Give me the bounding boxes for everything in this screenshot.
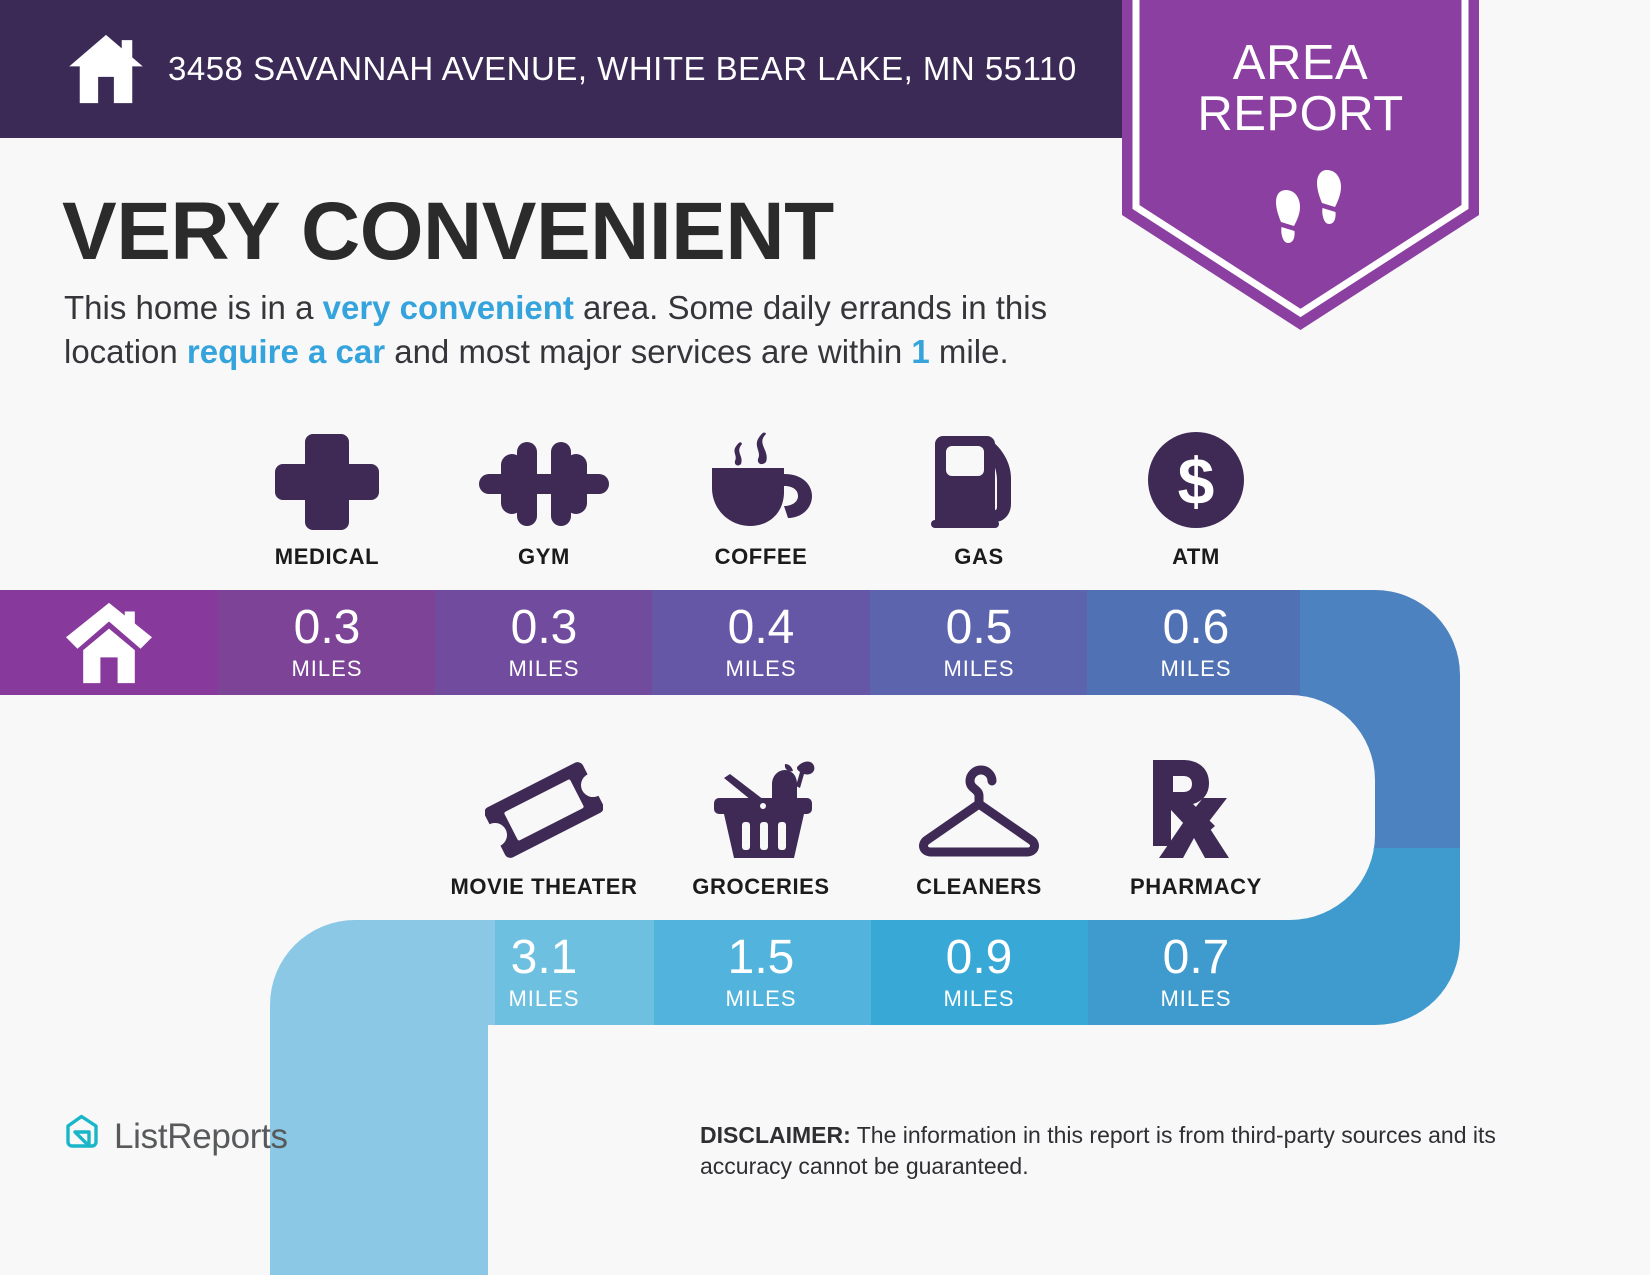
summary-text: This home is in a very convenient area. … (64, 286, 1124, 374)
ticket-icon (485, 760, 603, 860)
ribbon-connector-lower (1300, 848, 1460, 1033)
distance-value: 0.9 (945, 930, 1013, 984)
summary-part-3: and most major services are within (385, 332, 912, 370)
amenity-label: MOVIE THEATER (450, 874, 638, 899)
distance-unit: MILES (943, 655, 1015, 681)
amenity-cleaners[interactable]: CLEANERS (870, 760, 1088, 900)
ribbon-seg-gym (435, 590, 654, 700)
distance-coffee: 0.4 MILES (652, 590, 870, 695)
amenity-medical[interactable]: MEDICAL (218, 430, 436, 570)
amenity-label: ATM (1172, 544, 1220, 569)
listreports-wordmark: ListReports (114, 1116, 288, 1156)
amenity-pharmacy[interactable]: PHARMACY (1087, 760, 1305, 900)
badge-line-1: AREA (1232, 36, 1369, 90)
ribbon-seg-medical (218, 590, 437, 700)
disclaimer: DISCLAIMER: The information in this repo… (700, 1120, 1510, 1181)
distance-value: 0.3 (293, 600, 361, 654)
clothes-hanger-icon (917, 760, 1041, 860)
distance-movie-theater: 3.1 MILES (435, 920, 653, 1025)
area-report-badge: AREA REPORT (1122, 0, 1479, 330)
distance-cleaners: 0.9 MILES (870, 920, 1088, 1025)
distance-unit: MILES (943, 985, 1015, 1011)
badge-label: AREA REPORT (1122, 38, 1479, 140)
distance-value: 0.4 (727, 600, 795, 654)
amenity-label: GROCERIES (692, 874, 830, 899)
ribbon-seg-tail (260, 915, 495, 1275)
gas-pump-icon (929, 430, 1029, 530)
distance-value: 0.3 (510, 600, 578, 654)
ribbon-seg-pharmacy (1087, 915, 1306, 1033)
amenity-atm[interactable]: $ ATM (1087, 430, 1305, 570)
home-icon (52, 27, 160, 111)
summary-part-2: area. Some daily errands in this locatio… (64, 289, 1048, 370)
summary-highlight-3: 1 (911, 332, 930, 370)
home-marker (0, 590, 218, 695)
ribbon-connector-upper (1300, 590, 1460, 850)
distance-groceries: 1.5 MILES (652, 920, 870, 1025)
amenity-label: PHARMACY (1130, 874, 1262, 899)
svg-text:$: $ (1178, 444, 1215, 518)
listreports-house-icon (62, 1114, 102, 1159)
amenity-label: GAS (954, 544, 1004, 569)
distance-unit: MILES (1160, 655, 1232, 681)
distance-unit: MILES (725, 985, 797, 1011)
amenity-label: MEDICAL (274, 544, 380, 569)
amenity-gas[interactable]: GAS (870, 430, 1088, 570)
amenity-label: GYM (518, 544, 570, 569)
amenity-coffee[interactable]: COFFEE (652, 430, 870, 570)
distance-gym: 0.3 MILES (435, 590, 653, 695)
distance-unit: MILES (725, 655, 797, 681)
amenity-label: CLEANERS (916, 874, 1042, 899)
property-address: 3458 SAVANNAH AVENUE, WHITE BEAR LAKE, M… (168, 50, 1077, 87)
distance-pharmacy: 0.7 MILES (1087, 920, 1305, 1025)
footprints-icon (1272, 160, 1352, 250)
ribbon-seg-atm (1087, 590, 1306, 700)
distance-value: 0.5 (945, 600, 1013, 654)
header-bar: 3458 SAVANNAH AVENUE, WHITE BEAR LAKE, M… (0, 0, 1135, 138)
badge-line-2: REPORT (1197, 86, 1404, 141)
distance-gas: 0.5 MILES (870, 590, 1088, 695)
amenity-movie-theater[interactable]: MOVIE THEATER (435, 760, 653, 900)
ribbon-seg-gas (870, 590, 1088, 700)
distance-value: 1.5 (727, 930, 795, 984)
distance-value: 0.6 (1162, 600, 1230, 654)
disclaimer-text: The information in this report is from t… (700, 1122, 1496, 1179)
distance-value: 0.7 (1162, 930, 1230, 984)
summary-highlight-2: require a car (186, 332, 386, 370)
amenity-label: COFFEE (714, 544, 808, 569)
distance-atm: 0.6 MILES (1087, 590, 1305, 695)
page-title: VERY CONVENIENT (62, 186, 834, 277)
amenity-gym[interactable]: GYM (435, 430, 653, 570)
summary-highlight-1: very convenient (322, 289, 574, 326)
distance-value: 3.1 (510, 930, 578, 984)
rx-icon (1145, 760, 1247, 860)
ribbon-seg-cleaners (870, 915, 1088, 1033)
dollar-coin-icon: $ (1146, 430, 1246, 530)
summary-part-1: This home is in a (64, 289, 323, 326)
grocery-basket-icon (706, 760, 816, 860)
coffee-cup-icon (708, 430, 814, 530)
distance-unit: MILES (1160, 985, 1232, 1011)
ribbon-seg-groceries (652, 915, 871, 1033)
ribbon-seg-coffee (652, 590, 871, 700)
medical-cross-icon (275, 430, 379, 530)
distance-unit: MILES (508, 985, 580, 1011)
amenity-groceries[interactable]: GROCERIES (652, 760, 870, 900)
summary-part-4: mile. (929, 332, 1009, 370)
disclaimer-label: DISCLAIMER: (700, 1122, 851, 1148)
distance-unit: MILES (291, 655, 363, 681)
dumbbell-icon (479, 430, 609, 530)
distance-unit: MILES (508, 655, 580, 681)
distance-medical: 0.3 MILES (218, 590, 436, 695)
listreports-logo[interactable]: ListReports (62, 1114, 288, 1159)
